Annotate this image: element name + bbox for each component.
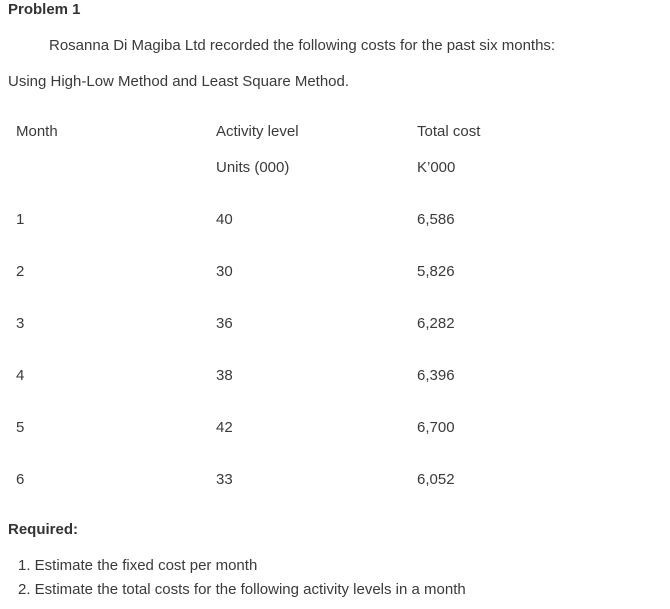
problem-title: Problem 1 [8, 1, 81, 18]
cell-cost: 6,396 [417, 367, 455, 384]
header-cost: Total cost [417, 123, 481, 140]
header-activity-unit: Units (000) [216, 159, 290, 176]
cell-activity: 40 [216, 211, 233, 228]
cell-month: 5 [16, 419, 25, 436]
cell-cost: 5,826 [417, 263, 455, 280]
cell-activity: 30 [216, 263, 233, 280]
header-activity: Activity level [216, 123, 299, 140]
problem-intro: Rosanna Di Magiba Ltd recorded the follo… [49, 37, 556, 54]
cell-activity: 33 [216, 471, 233, 488]
cell-month: 6 [16, 471, 25, 488]
cell-cost: 6,052 [417, 471, 455, 488]
cell-activity: 36 [216, 315, 233, 332]
cell-cost: 6,700 [417, 419, 455, 436]
cell-month: 3 [16, 315, 25, 332]
header-cost-unit: K’000 [417, 159, 456, 176]
cell-month: 4 [16, 367, 25, 384]
header-month: Month [16, 123, 58, 140]
problem-method: Using High-Low Method and Least Square M… [8, 73, 350, 90]
required-label: Required: [8, 521, 79, 538]
cell-cost: 6,282 [417, 315, 455, 332]
required-item: 1. Estimate the fixed cost per month [18, 557, 258, 574]
required-item: 2. Estimate the total costs for the foll… [18, 581, 466, 598]
cell-month: 1 [16, 211, 25, 228]
cell-cost: 6,586 [417, 211, 455, 228]
cell-activity: 42 [216, 419, 233, 436]
cell-activity: 38 [216, 367, 233, 384]
cell-month: 2 [16, 263, 25, 280]
